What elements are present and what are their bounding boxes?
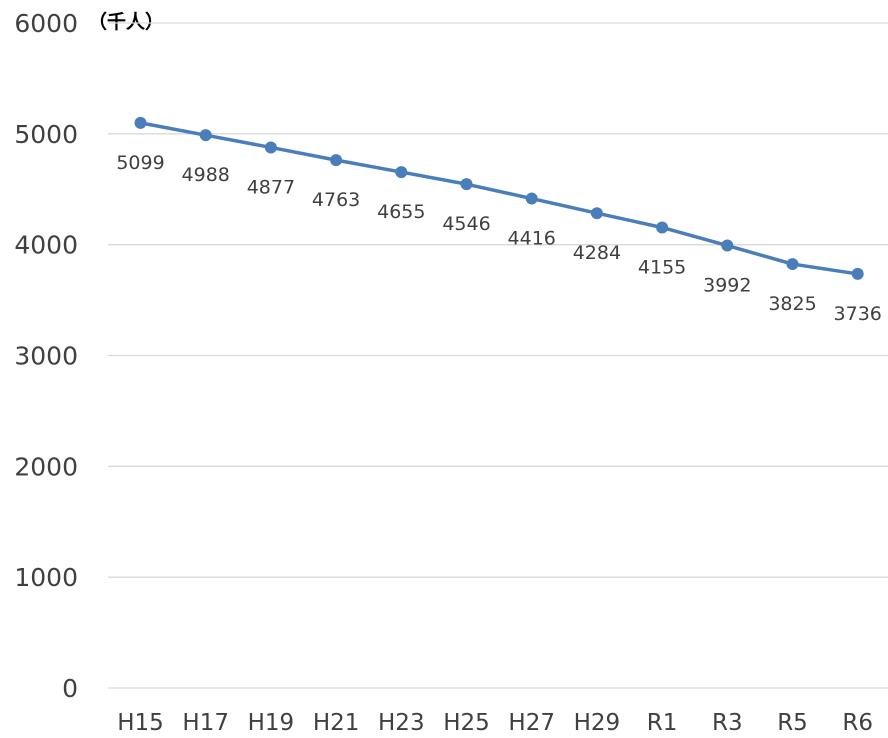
x-tick-label: H27 [508, 710, 555, 736]
x-tick-label: R3 [712, 710, 743, 736]
x-tick-label: R6 [842, 710, 873, 736]
x-tick-label: H25 [443, 710, 490, 736]
y-axis-ticks: 0 1000 2000 3000 4000 5000 6000 [14, 9, 78, 703]
data-point [460, 178, 473, 191]
data-points [134, 116, 864, 280]
data-point [590, 207, 603, 220]
series-line-group [138, 121, 860, 276]
x-tick-label: H15 [117, 710, 164, 736]
data-point [395, 166, 408, 179]
data-label: 3825 [768, 293, 816, 315]
y-tick-label: 5000 [14, 120, 78, 149]
y-tick-label: 3000 [14, 342, 78, 371]
x-tick-label: H29 [574, 710, 621, 736]
data-point [656, 221, 669, 234]
data-label: 5099 [116, 152, 164, 174]
data-point [199, 129, 212, 142]
grid-lines [108, 22, 888, 689]
data-point [525, 192, 538, 205]
data-label: 3992 [703, 275, 751, 297]
y-tick-label: 6000 [14, 9, 78, 38]
data-label: 4155 [638, 256, 686, 278]
data-label: 3736 [834, 303, 882, 325]
data-labels: 5099 4988 4877 4763 4655 4546 4416 4284 4155 3992… [116, 152, 882, 325]
x-tick-label: H23 [378, 710, 425, 736]
data-label: 4546 [442, 213, 490, 235]
unit-label: （千人） [88, 10, 164, 33]
x-tick-label: R1 [647, 710, 678, 736]
data-label: 4284 [573, 242, 621, 264]
data-label: 4655 [377, 201, 425, 223]
data-label: 4988 [182, 164, 230, 186]
data-point [721, 239, 734, 252]
x-axis-ticks: H15 H17 H19 H21 H23 H25 H27 H29 R1 R3 R5 R6 [117, 710, 873, 736]
y-tick-label: 1000 [14, 563, 78, 592]
data-point [264, 141, 277, 154]
y-tick-label: 2000 [14, 452, 78, 481]
x-tick-label: H17 [182, 710, 229, 736]
data-point [786, 258, 799, 271]
data-point [134, 116, 147, 129]
y-tick-label: 0 [62, 674, 78, 703]
series-line [138, 121, 860, 276]
y-tick-label: 4000 [14, 231, 78, 260]
x-tick-label: R5 [777, 710, 808, 736]
data-label: 4763 [312, 189, 360, 211]
data-point [330, 154, 343, 167]
data-label: 4416 [508, 228, 556, 250]
data-label: 4877 [247, 176, 295, 198]
x-tick-label: H21 [313, 710, 360, 736]
x-tick-label: H19 [248, 710, 295, 736]
data-point [851, 267, 864, 280]
